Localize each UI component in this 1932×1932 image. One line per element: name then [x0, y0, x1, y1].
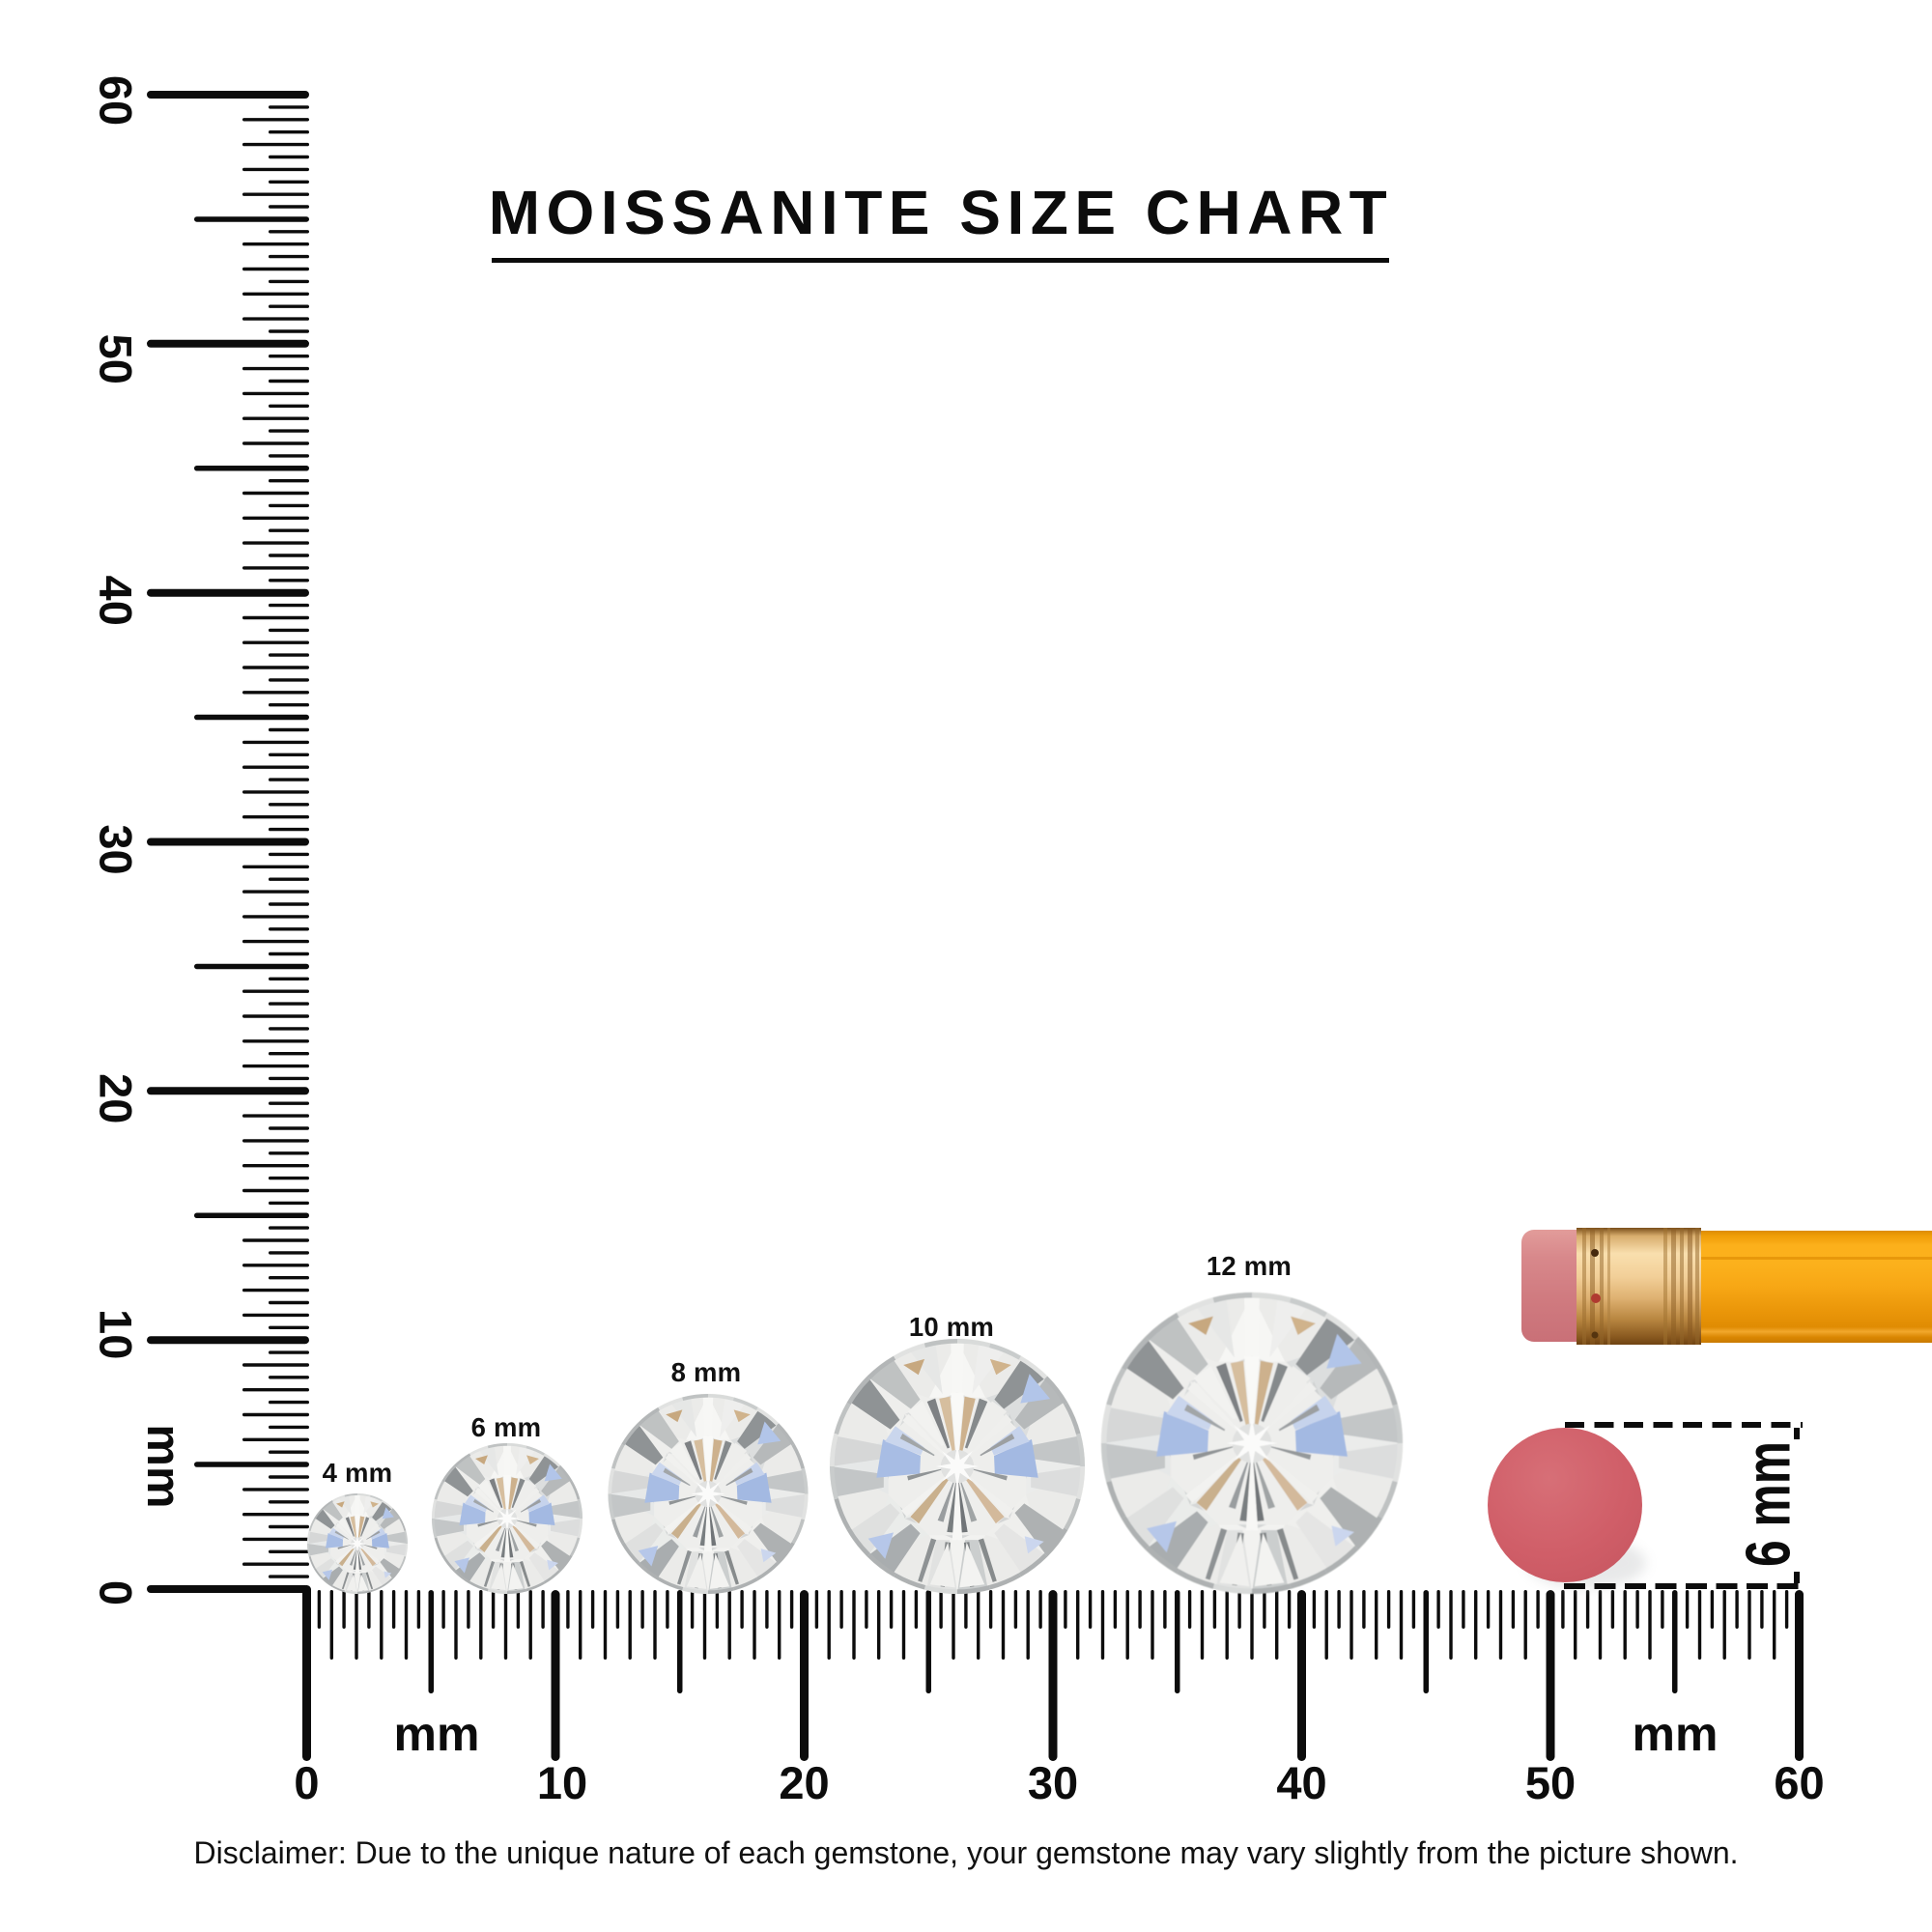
svg-text:60: 60: [1774, 1757, 1824, 1808]
svg-text:mm: mm: [394, 1707, 480, 1761]
svg-text:6 mm: 6 mm: [471, 1412, 542, 1442]
svg-text:MOISSANITE SIZE CHART: MOISSANITE SIZE CHART: [489, 178, 1394, 247]
svg-text:20: 20: [91, 1073, 142, 1123]
svg-text:40: 40: [91, 576, 142, 626]
svg-text:6 mm: 6 mm: [1733, 1441, 1804, 1567]
svg-text:60: 60: [91, 75, 142, 126]
svg-text:8 mm: 8 mm: [671, 1357, 742, 1387]
svg-text:50: 50: [91, 334, 142, 384]
svg-text:0: 0: [294, 1757, 319, 1808]
svg-text:30: 30: [91, 824, 142, 874]
svg-text:10: 10: [91, 1309, 142, 1359]
svg-text:mm: mm: [1633, 1707, 1719, 1761]
svg-text:40: 40: [1276, 1757, 1326, 1808]
svg-text:20: 20: [779, 1757, 829, 1808]
svg-text:0: 0: [91, 1580, 142, 1605]
svg-text:12 mm: 12 mm: [1207, 1251, 1292, 1281]
svg-text:10 mm: 10 mm: [909, 1312, 994, 1342]
svg-text:50: 50: [1525, 1757, 1576, 1808]
svg-text:30: 30: [1028, 1757, 1078, 1808]
svg-text:mm: mm: [137, 1424, 189, 1508]
svg-text:Disclaimer: Due to the unique: Disclaimer: Due to the unique nature of …: [194, 1835, 1739, 1870]
svg-text:10: 10: [537, 1757, 587, 1808]
svg-text:4 mm: 4 mm: [323, 1458, 393, 1488]
